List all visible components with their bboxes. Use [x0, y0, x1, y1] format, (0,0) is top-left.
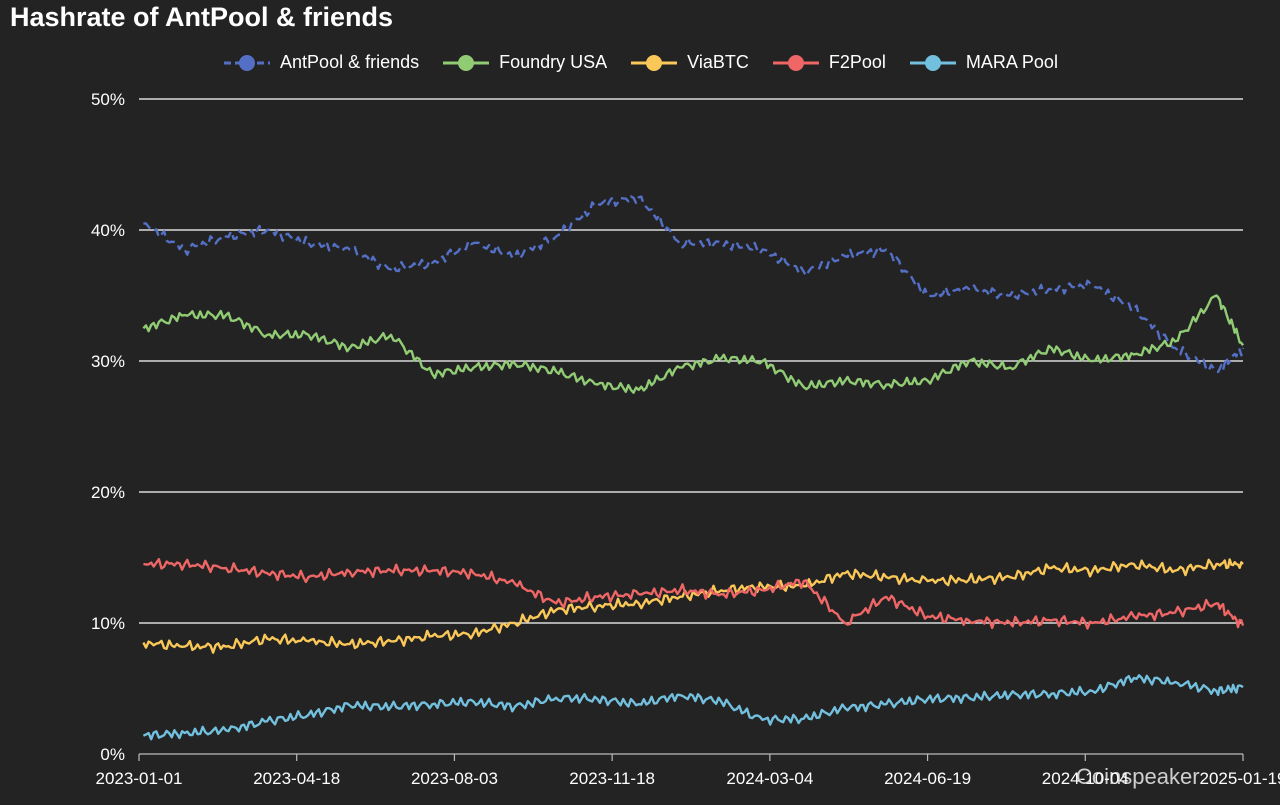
- series-line-mara-pool: [142, 674, 1244, 741]
- legend-label: ViaBTC: [687, 52, 749, 72]
- x-tick-label: 2023-08-03: [411, 769, 498, 788]
- x-tick-label: 2023-01-01: [96, 769, 183, 788]
- series-line-antpool-friends: [143, 195, 1245, 374]
- legend-marker-icon: [443, 54, 490, 71]
- legend-item[interactable]: ViaBTC: [629, 52, 749, 73]
- y-tick-label: 0%: [100, 745, 125, 764]
- chart-title: Hashrate of AntPool & friends: [10, 2, 394, 32]
- y-tick-label: 50%: [91, 90, 125, 109]
- legend-marker-icon: [772, 54, 819, 71]
- x-tick-label: 2024-03-04: [726, 769, 813, 788]
- legend-item[interactable]: MARA Pool: [908, 52, 1058, 73]
- legend-label: MARA Pool: [965, 52, 1058, 72]
- legend-item[interactable]: F2Pool: [771, 52, 886, 73]
- legend-marker-icon: [909, 54, 956, 71]
- x-tick-label: 2024-10-04: [1042, 769, 1129, 788]
- y-tick-label: 30%: [91, 352, 125, 371]
- x-tick-label: 2023-11-18: [569, 769, 655, 788]
- y-tick-label: 40%: [91, 221, 125, 240]
- y-tick-label: 20%: [91, 483, 125, 502]
- legend-item[interactable]: AntPool & friends: [222, 52, 419, 73]
- legend-item[interactable]: Foundry USA: [441, 52, 607, 73]
- y-tick-label: 10%: [91, 614, 125, 633]
- legend-label: F2Pool: [828, 52, 886, 72]
- legend-marker-icon: [224, 54, 271, 71]
- watermark: Coinspeaker: [1076, 764, 1200, 789]
- series-line-foundry-usa: [142, 294, 1244, 394]
- x-tick-label: 2025-01-19: [1200, 769, 1280, 788]
- legend-label: Foundry USA: [499, 52, 608, 72]
- x-tick-label: 2024-06-19: [884, 769, 971, 788]
- series-line-viabtc: [142, 558, 1244, 654]
- legend-marker-icon: [631, 54, 678, 71]
- legend-label: AntPool & friends: [280, 52, 420, 72]
- series-line-f2pool: [143, 558, 1245, 630]
- legend: AntPool & friends Foundry USA ViaBTC F2Pool…: [0, 52, 1280, 73]
- x-tick-label: 2023-04-18: [253, 769, 340, 788]
